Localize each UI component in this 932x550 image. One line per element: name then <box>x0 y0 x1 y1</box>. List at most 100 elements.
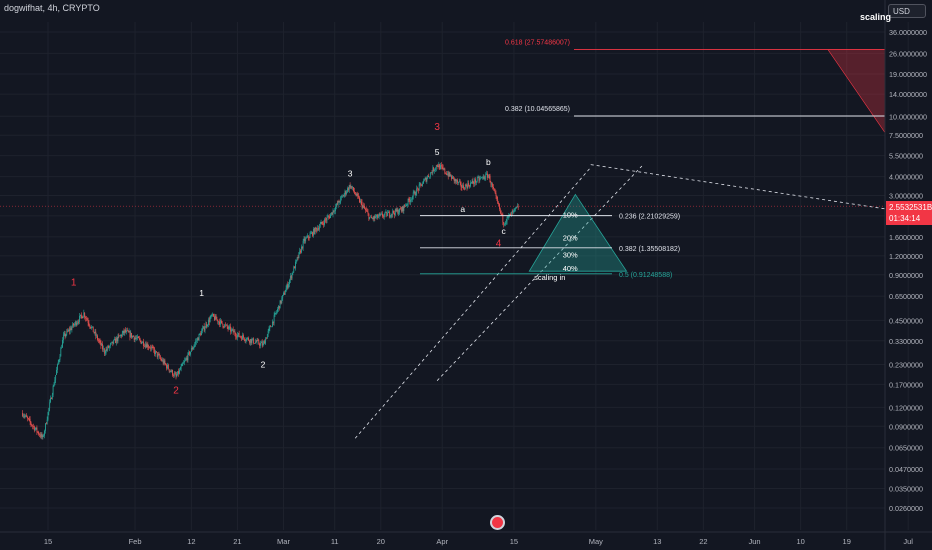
x-tick-label: May <box>589 537 603 546</box>
price-axis[interactable]: 36.0000000 26.0000000 19.0000000 14.0000000… <box>884 0 927 550</box>
candle-body <box>243 337 245 340</box>
last-price-badge: 2.5532531B 01:34:14 <box>886 201 932 225</box>
candle-body <box>446 173 448 175</box>
candle-body <box>261 342 263 346</box>
candle-body <box>195 341 197 344</box>
candle-body <box>259 343 261 346</box>
last-price-value: 2.5532531B <box>889 203 932 212</box>
candle-body <box>407 198 409 205</box>
candle-body <box>184 359 186 361</box>
candle-body <box>78 321 80 323</box>
candle-body <box>387 212 389 217</box>
candle-body <box>284 292 286 295</box>
candle-body <box>240 336 242 338</box>
candle-body <box>428 175 429 177</box>
candle-body <box>92 326 94 333</box>
symbol-title[interactable]: dogwifhat, 4h, CRYPTO <box>4 3 100 13</box>
tradingview-logo-icon[interactable] <box>490 515 505 530</box>
candle-body <box>467 183 469 189</box>
time-axis[interactable]: 15 Feb 12 21 Mar 11 20 Apr 15 May 13 22 Jun 10 19 Jul <box>0 531 932 546</box>
candle-body <box>229 326 231 328</box>
candle-body <box>108 346 109 348</box>
candle-body <box>99 341 101 342</box>
candle-body <box>217 319 219 323</box>
y-tick-label: 10.0000000 <box>889 112 927 121</box>
candle-body <box>143 341 144 346</box>
candle-body <box>218 321 220 323</box>
candle-body <box>342 195 343 197</box>
candle-body <box>131 332 133 338</box>
candle-body <box>423 179 425 181</box>
candle-body <box>129 331 131 338</box>
candle-body <box>172 370 173 376</box>
candle-body <box>115 338 117 344</box>
candle-body <box>516 205 518 208</box>
candle-body <box>127 330 129 333</box>
candle-body <box>366 210 368 212</box>
candle-body <box>351 186 353 188</box>
candle-body <box>262 343 264 346</box>
candle-body <box>158 354 160 355</box>
candle-body <box>248 340 250 343</box>
candle-body <box>155 351 157 353</box>
candle-body <box>374 216 376 219</box>
candle-body <box>464 188 465 190</box>
candle-body <box>451 175 453 179</box>
candle-body <box>133 336 135 340</box>
candle-body <box>81 315 83 319</box>
candle-body <box>324 219 325 225</box>
candle-body <box>28 418 30 420</box>
candle-body <box>190 351 191 355</box>
candle-body <box>204 327 206 331</box>
candle-body <box>373 216 375 220</box>
candle-body <box>166 364 168 369</box>
candle-body <box>370 216 371 218</box>
candle-body <box>239 336 241 338</box>
candle-body <box>391 214 393 215</box>
candle-body <box>191 348 193 350</box>
y-tick-label: 0.1700000 <box>889 380 923 389</box>
candle-body <box>68 329 69 332</box>
candle-body <box>430 172 432 174</box>
candle-body <box>87 320 89 324</box>
candle-body <box>161 359 163 361</box>
candle-body <box>418 184 420 191</box>
candle-body <box>40 434 42 437</box>
candle-body <box>93 332 95 334</box>
candle-body <box>377 216 379 218</box>
candle-body <box>246 338 248 341</box>
candle-body <box>32 425 34 427</box>
x-tick-label: 15 <box>510 537 518 546</box>
candle-body <box>120 335 121 336</box>
candle-body <box>423 180 424 184</box>
candle-body <box>444 168 446 173</box>
candle-body <box>487 175 489 178</box>
candle-body <box>62 334 64 341</box>
candle-body <box>234 331 236 335</box>
candle-body <box>251 339 253 343</box>
candle-body <box>466 185 468 189</box>
candle-body <box>464 184 466 190</box>
candle-body <box>511 211 513 213</box>
candle-body <box>447 173 449 177</box>
candle-body <box>371 218 373 219</box>
candle-body <box>329 216 330 218</box>
candle-body <box>452 176 454 178</box>
candle-body <box>470 182 472 184</box>
candle-body <box>382 213 383 217</box>
candle-body <box>139 338 141 341</box>
currency-selector[interactable]: USD <box>888 4 926 18</box>
candle-body <box>138 336 139 339</box>
candle-body <box>184 360 185 363</box>
candle-body <box>286 284 288 289</box>
candle-body <box>202 328 203 331</box>
wave-label: 3 <box>348 168 353 178</box>
candle-body <box>63 333 65 335</box>
y-tick-label: 0.9000000 <box>889 271 923 280</box>
candle-body <box>175 373 177 377</box>
candle-body <box>273 315 275 323</box>
candle-body <box>225 324 226 326</box>
candle-body <box>458 181 459 183</box>
x-tick-label: Apr <box>436 537 448 546</box>
